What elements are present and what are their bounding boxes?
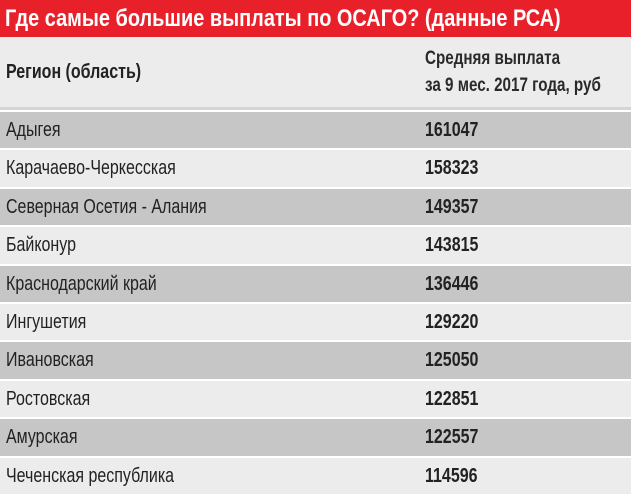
value-text: 122851 [425, 387, 479, 410]
table-header: Регион (область) Средняя выплата за 9 ме… [0, 37, 631, 110]
region-text: Байконур [6, 234, 76, 257]
value-text: 158323 [425, 157, 479, 180]
region-text: Чеченская республика [6, 464, 175, 487]
region-cell: Карачаево-Черкесская [6, 150, 218, 186]
table-row: Ивановская 125050 [0, 342, 631, 379]
table-row: Чеченская республика 114596 [0, 457, 631, 494]
value-cell: 161047 [425, 112, 492, 148]
region-cell: Краснодарский край [6, 266, 194, 302]
value-text: 129220 [425, 310, 479, 333]
value-cell: 114596 [425, 458, 491, 494]
value-cell: 122557 [425, 419, 492, 455]
table-body: Адыгея 161047 Карачаево-Черкесская 158323 Се… [0, 112, 631, 494]
table-row: Байконур 143815 [0, 227, 631, 264]
header-payment-line1: Средняя выплата [425, 48, 561, 69]
header-payment-line2: за 9 мес. 2017 года, руб [425, 75, 601, 96]
region-text: Ростовская [6, 387, 91, 410]
value-cell: 129220 [425, 304, 492, 340]
region-text: Карачаево-Черкесская [6, 157, 176, 180]
region-text: Ивановская [6, 349, 94, 372]
value-text: 149357 [425, 195, 479, 218]
value-text: 114596 [425, 464, 478, 487]
header-payment: Средняя выплата за 9 мес. 2017 года, руб [425, 45, 631, 99]
table-row: Адыгея 161047 [0, 112, 631, 149]
value-text: 122557 [425, 426, 479, 449]
table-row: Ингушетия 129220 [0, 303, 631, 341]
value-cell: 125050 [425, 342, 492, 378]
value-cell: 122851 [425, 381, 492, 417]
table-title-text: Где самые большие выплаты по ОСАГО? (дан… [4, 5, 561, 32]
region-cell: Чеченская республика [6, 458, 216, 494]
region-cell: Ростовская [6, 381, 111, 417]
table-title: Где самые большие выплаты по ОСАГО? (дан… [0, 0, 631, 37]
region-text: Краснодарский край [6, 272, 157, 295]
region-text: Ингушетия [6, 310, 87, 333]
table-row: Карачаево-Черкесская 158323 [0, 150, 631, 187]
region-cell: Северная Осетия - Алания [6, 189, 257, 225]
value-cell: 158323 [425, 150, 492, 186]
table-row: Ростовская 122851 [0, 380, 631, 418]
table-row: Северная Осетия - Алания 149357 [0, 188, 631, 226]
region-text: Северная Осетия - Алания [6, 195, 207, 218]
value-text: 136446 [425, 272, 479, 295]
header-region-text: Регион (область) [6, 61, 142, 83]
value-cell: 136446 [425, 266, 492, 302]
region-cell: Байконур [6, 227, 93, 263]
value-text: 161047 [425, 119, 479, 141]
header-region: Регион (область) [6, 61, 175, 84]
region-cell: Адыгея [6, 112, 74, 148]
region-text: Амурская [6, 426, 78, 449]
region-cell: Ингушетия [6, 304, 106, 340]
region-text: Адыгея [6, 119, 61, 141]
value-cell: 149357 [425, 189, 492, 225]
value-cell: 143815 [425, 227, 492, 263]
value-text: 125050 [425, 349, 479, 372]
table-row: Амурская 122557 [0, 419, 631, 456]
region-cell: Ивановская [6, 342, 116, 378]
value-text: 143815 [425, 234, 479, 257]
region-cell: Амурская [6, 419, 95, 455]
table-row: Краснодарский край 136446 [0, 265, 631, 302]
